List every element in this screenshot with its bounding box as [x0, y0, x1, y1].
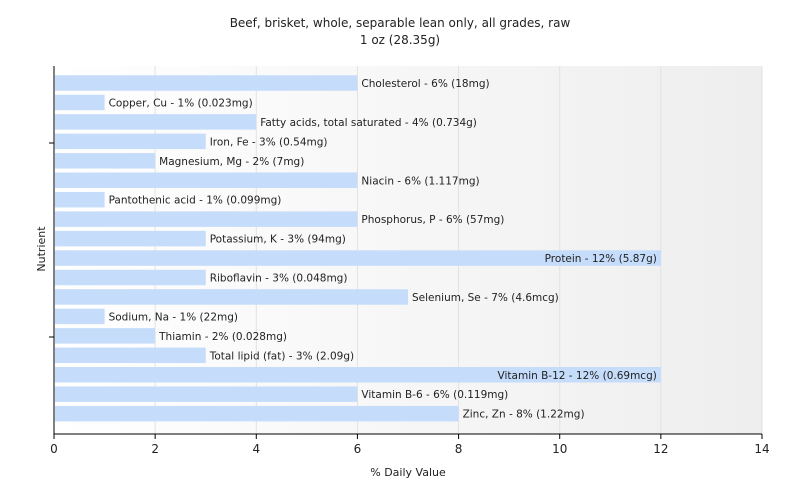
bar [55, 191, 105, 208]
x-tick-label: 14 [754, 442, 769, 456]
bar [55, 211, 358, 227]
bar [55, 230, 206, 247]
bar-label: Zinc, Zn - 8% (1.22mg) [463, 409, 585, 421]
bar [55, 367, 661, 383]
bar-label: Potassium, K - 3% (94mg) [210, 234, 346, 246]
x-ticks-group: 0 2 4 6 8 10 12 14 [50, 434, 770, 456]
y-axis-label: Nutrient [35, 226, 48, 272]
x-tick-label: 0 [50, 442, 58, 456]
bar-label: Copper, Cu - 1% (0.023mg) [109, 97, 253, 109]
bar [55, 308, 105, 325]
bar [55, 386, 358, 402]
bar-label: Riboflavin - 3% (0.048mg) [210, 273, 348, 285]
chart-title: Beef, brisket, whole, separable lean onl… [230, 16, 571, 30]
x-tick-label: 4 [252, 442, 260, 456]
bar-label: Pantothenic acid - 1% (0.099mg) [109, 195, 282, 207]
chart-subtitle: 1 oz (28.35g) [360, 33, 440, 47]
bar [55, 289, 408, 305]
x-tick-label: 6 [354, 442, 362, 456]
bar [55, 269, 206, 286]
axes-group [49, 66, 762, 435]
bar [55, 250, 661, 266]
x-axis-label: % Daily Value [370, 466, 446, 479]
bar [55, 405, 459, 422]
bar-label: Vitamin B-6 - 6% (0.119mg) [361, 389, 508, 401]
bar [55, 133, 206, 150]
bar-label: Fatty acids, total saturated - 4% (0.734… [260, 117, 477, 129]
x-tick-label: 8 [455, 442, 463, 456]
bar-label: Iron, Fe - 3% (0.54mg) [210, 136, 328, 148]
bar-label: Magnesium, Mg - 2% (7mg) [159, 156, 304, 168]
x-tick-label: 12 [653, 442, 668, 456]
bar [55, 75, 358, 91]
bar [55, 347, 206, 364]
x-tick-label: 10 [552, 442, 567, 456]
bar [55, 172, 358, 188]
bar-label: Total lipid (fat) - 3% (2.09g) [209, 350, 354, 362]
bar [55, 153, 156, 169]
bar-label: Sodium, Na - 1% (22mg) [109, 311, 238, 323]
bar-label: Phosphorus, P - 6% (57mg) [361, 214, 504, 226]
bars-group: Cholesterol - 6% (18mg) Copper, Cu - 1% (… [55, 75, 661, 422]
bar-label: Protein - 12% (5.87g) [545, 253, 657, 265]
bar-label: Selenium, Se - 7% (4.6mcg) [412, 292, 559, 304]
bar [55, 114, 257, 130]
bar-label: Thiamin - 2% (0.028mg) [158, 331, 287, 343]
bar-label: Niacin - 6% (1.117mg) [361, 175, 479, 187]
bar [55, 94, 105, 111]
bar-label: Cholesterol - 6% (18mg) [361, 78, 489, 90]
bar-label: Vitamin B-12 - 12% (0.69mcg) [498, 370, 657, 382]
x-tick-label: 2 [151, 442, 159, 456]
bar [55, 328, 156, 344]
